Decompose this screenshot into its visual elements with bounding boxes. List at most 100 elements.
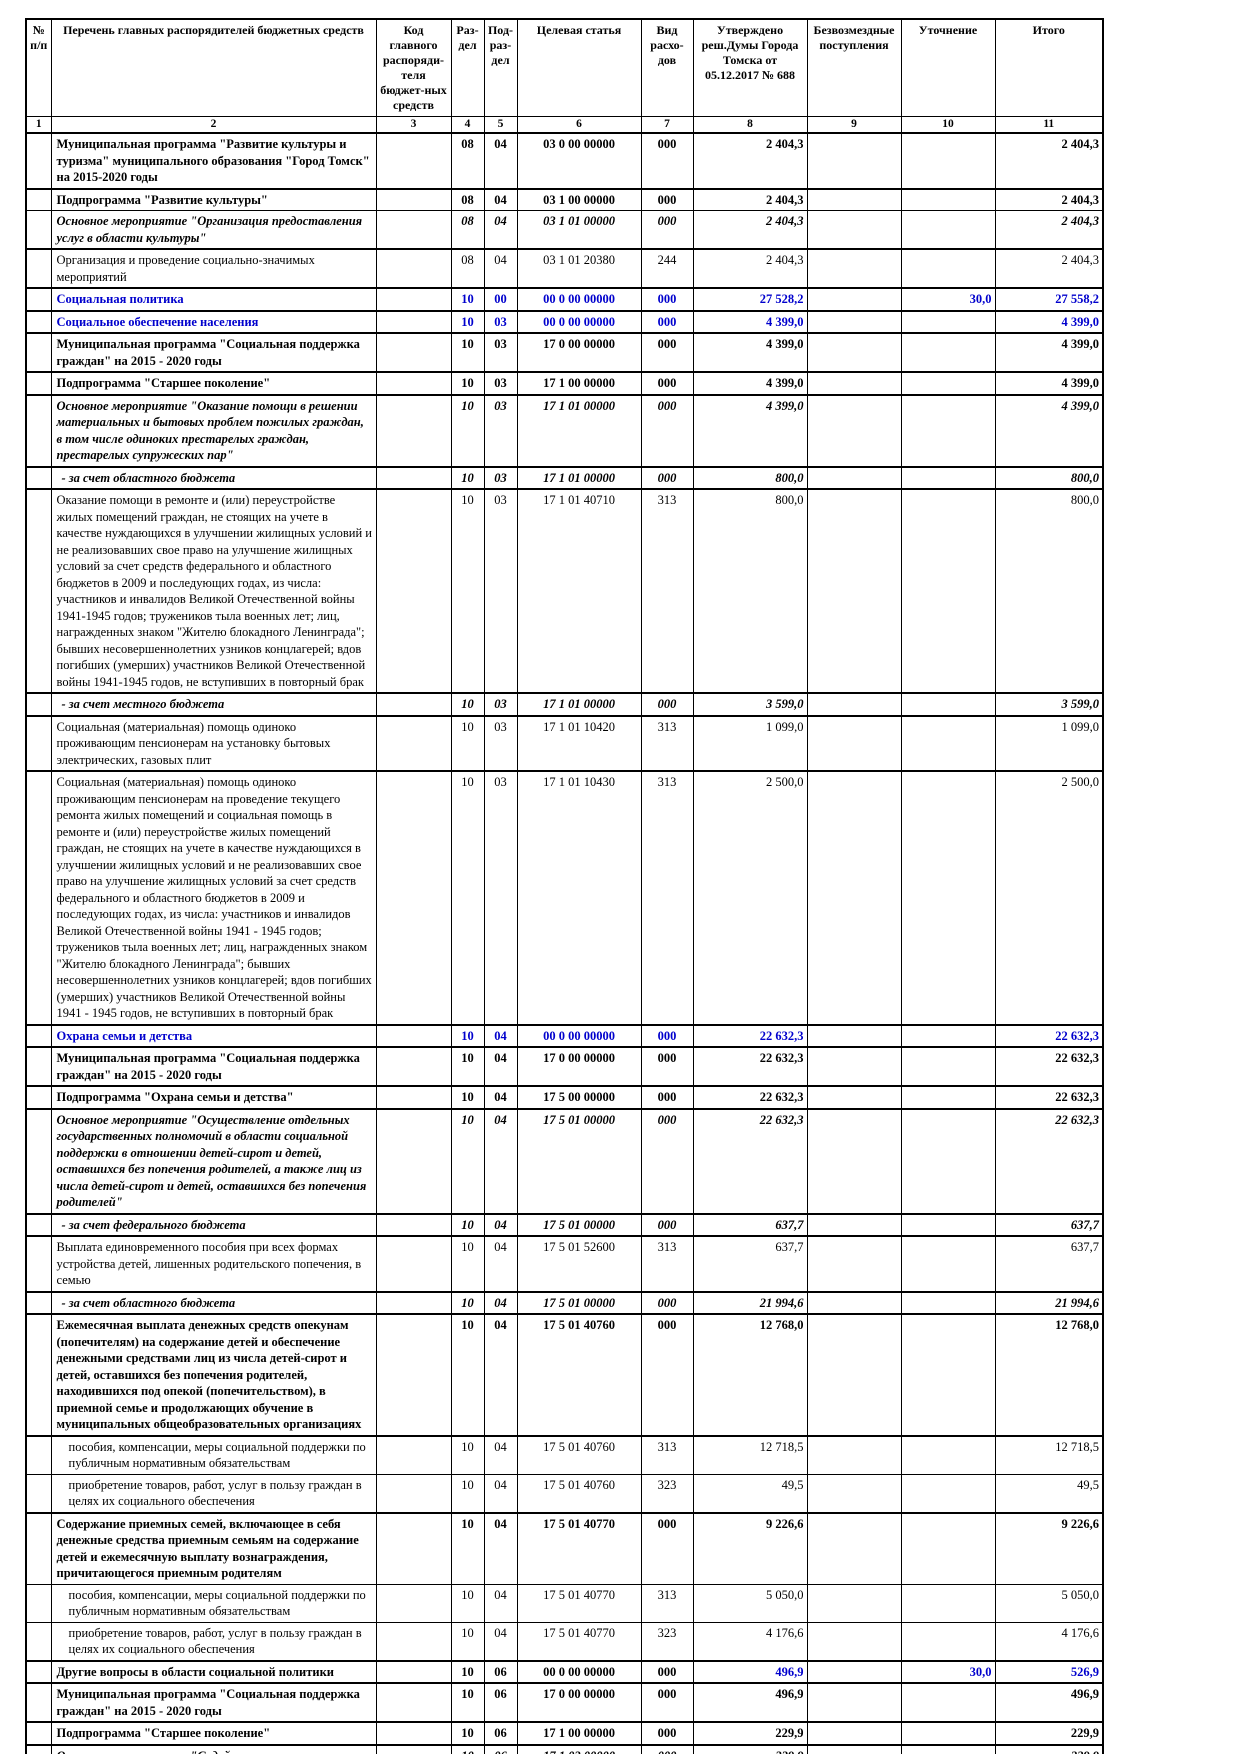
cell-grbs-name: Организация и проведение социально-значи… [50, 248, 377, 289]
cell-clarification [900, 210, 996, 250]
cell-razdel: 08 [450, 132, 485, 190]
cell-podrazdel: 03 [483, 488, 518, 694]
cell-clarification [900, 248, 996, 289]
cell-razdel: 10 [450, 1023, 485, 1048]
table-row: Социальное обеспечение населения 10 03 00 0… [25, 309, 1104, 334]
cell-podrazdel: 04 [483, 1212, 518, 1237]
cell-expense-type: 000 [640, 1313, 694, 1437]
cell-grbs-name: Основное мероприятие "Организация предос… [50, 210, 377, 250]
cell-gratuitous [806, 187, 902, 212]
col-num: 4 [450, 116, 485, 135]
cell-podrazdel: 04 [483, 248, 518, 289]
cell-expense-type: 000 [640, 1046, 694, 1087]
cell-expense-type: 244 [640, 248, 694, 289]
cell-expense-type: 000 [640, 1743, 694, 1754]
cell-target-article: 17 1 01 40710 [516, 488, 642, 694]
cell-grbs-code [375, 465, 452, 490]
column-numbers-row: 1 2 3 4 5 6 7 8 9 10 11 [25, 116, 1104, 135]
cell-total: 4 399,0 [994, 309, 1104, 334]
cell-clarification [900, 393, 996, 468]
cell-razdel: 10 [450, 1434, 485, 1475]
cell-target-article: 17 5 01 52600 [516, 1235, 642, 1293]
cell-approved: 637,7 [692, 1235, 808, 1293]
header-podrazdel: Под-раз-дел [483, 18, 518, 117]
cell-expense-type: 000 [640, 1721, 694, 1746]
cell-podrazdel: 04 [483, 1107, 518, 1215]
cell-clarification [900, 770, 996, 1026]
cell-row-number [25, 210, 52, 250]
cell-row-number [25, 1511, 52, 1585]
cell-approved: 2 500,0 [692, 770, 808, 1026]
cell-podrazdel: 06 [483, 1659, 518, 1684]
cell-podrazdel: 03 [483, 371, 518, 396]
cell-target-article: 17 5 01 00000 [516, 1290, 642, 1315]
cell-gratuitous [806, 1659, 902, 1684]
table-row: - за счет областного бюджета 10 03 17 1 01 … [25, 465, 1104, 490]
table-row: Содержание приемных семей, включающее в … [25, 1511, 1104, 1585]
cell-row-number [25, 770, 52, 1026]
cell-row-number [25, 1023, 52, 1048]
cell-target-article: 17 5 01 40770 [516, 1583, 642, 1623]
cell-razdel: 10 [450, 309, 485, 334]
cell-podrazdel: 04 [483, 1473, 518, 1514]
cell-podrazdel: 04 [483, 1511, 518, 1585]
cell-grbs-code [375, 1682, 452, 1723]
cell-expense-type: 000 [640, 1107, 694, 1215]
cell-podrazdel: 00 [483, 287, 518, 312]
cell-grbs-name: пособия, компенсации, меры социальной по… [50, 1434, 377, 1475]
budget-table: № п/п Перечень главных распорядителей бю… [25, 18, 1104, 1754]
cell-approved: 229,9 [692, 1721, 808, 1746]
cell-clarification [900, 692, 996, 717]
cell-clarification [900, 1212, 996, 1237]
cell-approved: 4 399,0 [692, 371, 808, 396]
cell-razdel: 10 [450, 1235, 485, 1293]
cell-row-number [25, 1235, 52, 1293]
cell-grbs-code [375, 1659, 452, 1684]
cell-total: 22 632,3 [994, 1107, 1104, 1215]
cell-razdel: 10 [450, 1743, 485, 1754]
cell-approved: 229,9 [692, 1743, 808, 1754]
cell-expense-type: 000 [640, 332, 694, 373]
cell-expense-type: 000 [640, 187, 694, 212]
cell-grbs-name: Ежемесячная выплата денежных средств опе… [50, 1313, 377, 1437]
cell-razdel: 10 [450, 1621, 485, 1662]
cell-gratuitous [806, 1107, 902, 1215]
cell-total: 9 226,6 [994, 1511, 1104, 1585]
cell-expense-type: 000 [640, 393, 694, 468]
cell-gratuitous [806, 1212, 902, 1237]
cell-grbs-code [375, 1107, 452, 1215]
table-row: Выплата единовременного пособия при всех… [25, 1235, 1104, 1293]
cell-expense-type: 000 [640, 1212, 694, 1237]
cell-clarification [900, 309, 996, 334]
cell-grbs-name: - за счет областного бюджета [50, 465, 377, 490]
cell-gratuitous [806, 692, 902, 717]
cell-razdel: 10 [450, 1583, 485, 1623]
cell-grbs-name: Муниципальная программа "Социальная подд… [50, 1682, 377, 1723]
cell-expense-type: 313 [640, 1434, 694, 1475]
cell-total: 229,9 [994, 1721, 1104, 1746]
cell-gratuitous [806, 393, 902, 468]
cell-row-number [25, 187, 52, 212]
cell-target-article: 17 0 00 00000 [516, 1046, 642, 1087]
table-row: Подпрограмма "Охрана семьи и детства" 10 0… [25, 1085, 1104, 1110]
cell-gratuitous [806, 488, 902, 694]
cell-target-article: 17 0 00 00000 [516, 1682, 642, 1723]
cell-gratuitous [806, 1473, 902, 1514]
cell-grbs-name: Основное мероприятие "Оказание помощи в … [50, 393, 377, 468]
cell-razdel: 10 [450, 488, 485, 694]
cell-approved: 4 399,0 [692, 332, 808, 373]
header-row-number: № п/п [25, 18, 52, 117]
cell-approved: 21 994,6 [692, 1290, 808, 1315]
col-num: 11 [994, 116, 1104, 135]
cell-clarification: 30,0 [900, 1659, 996, 1684]
cell-total: 1 099,0 [994, 714, 1104, 772]
cell-gratuitous [806, 1290, 902, 1315]
header-target-article: Целевая статья [516, 18, 642, 117]
header-gratuitous-receipts: Безвозмездные поступления [806, 18, 902, 117]
col-num: 7 [640, 116, 694, 135]
cell-target-article: 17 5 01 40770 [516, 1621, 642, 1662]
cell-approved: 800,0 [692, 465, 808, 490]
cell-approved: 496,9 [692, 1682, 808, 1723]
cell-razdel: 10 [450, 714, 485, 772]
cell-clarification [900, 1313, 996, 1437]
